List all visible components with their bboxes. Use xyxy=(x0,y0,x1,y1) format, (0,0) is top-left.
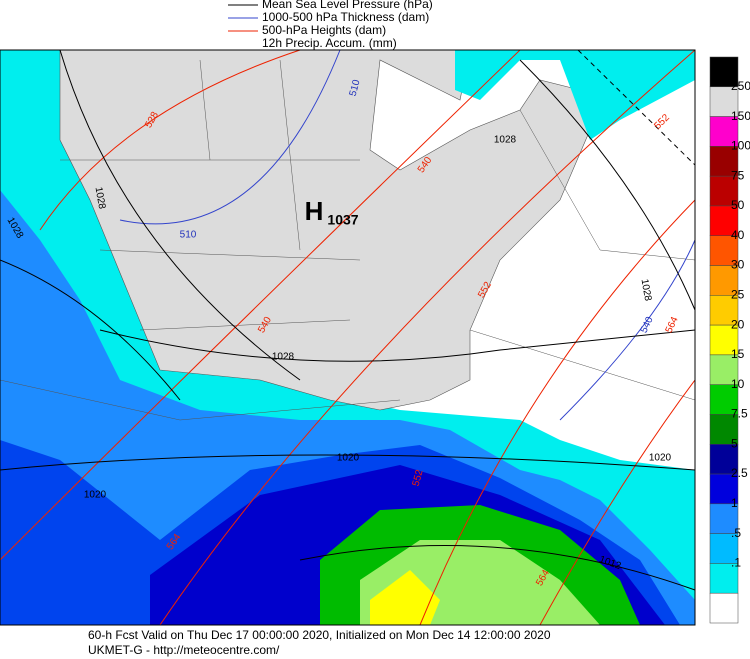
high-symbol: H xyxy=(305,196,324,226)
colorbar-label: 5 xyxy=(731,436,738,450)
colorbar-label: 150 xyxy=(731,109,750,123)
colorbar-label: 2.5 xyxy=(731,466,748,480)
legend-label: 12h Precip. Accum. (mm) xyxy=(262,36,397,50)
colorbar-swatch xyxy=(709,324,739,356)
colorbar-label: 50 xyxy=(731,198,745,212)
height-contours xyxy=(0,49,696,626)
colorbar-label: 75 xyxy=(731,168,745,182)
colorbar-swatch xyxy=(709,354,739,385)
contour-label: 1020 xyxy=(84,490,107,501)
colorbar-swatch xyxy=(709,503,739,534)
colorbar-label: 40 xyxy=(731,228,745,242)
contour-label: 1028 xyxy=(272,352,295,363)
colorbar-label: 100 xyxy=(731,139,750,153)
contour-label: 1028 xyxy=(494,135,517,146)
colorbar-swatch xyxy=(709,146,739,177)
footer-line: 60-h Fcst Valid on Thu Dec 17 00:00:00 2… xyxy=(88,628,551,642)
precip-area xyxy=(370,570,440,625)
colorbar-swatch xyxy=(709,235,739,266)
colorbar-swatch xyxy=(709,265,739,296)
colorbar-label: 7.5 xyxy=(731,407,748,421)
contour-label: 510 xyxy=(180,230,197,241)
colorbar-swatch xyxy=(709,86,739,117)
colorbar-label: 30 xyxy=(731,258,745,272)
contour-label: 1020 xyxy=(337,453,360,464)
colorbar-label: 20 xyxy=(731,317,745,331)
legend: Mean Sea Level Pressure (hPa)1000-500 hP… xyxy=(228,0,433,50)
high-value: 1037 xyxy=(327,212,358,228)
legend-label: 500-hPa Heights (dam) xyxy=(262,23,386,37)
contour-label: 1028 xyxy=(93,186,108,210)
colorbar-swatch xyxy=(709,384,739,415)
colorbar-label: .1 xyxy=(731,556,741,570)
footer-line: UKMET-G - http://meteocentre.com/ xyxy=(88,643,280,657)
land xyxy=(59,49,591,411)
colorbar-label: 25 xyxy=(731,287,745,301)
colorbar-swatch xyxy=(709,473,739,505)
colorbar-label: 10 xyxy=(731,377,745,391)
contour-label: 552 xyxy=(411,468,426,487)
colorbar-swatch xyxy=(709,592,739,624)
colorbar-swatch xyxy=(709,205,739,236)
contour-label: 1028 xyxy=(639,278,654,302)
pressure-contours xyxy=(0,49,696,591)
colorbar: 250 150 100 75 50 40 30 25 20 15 10 7.5 5 2.5 1 .5 .1 xyxy=(709,56,750,624)
colorbar-swatch xyxy=(709,295,739,326)
colorbar-label: 1 xyxy=(731,496,738,510)
contour-label: 510 xyxy=(348,78,363,97)
map: H 1037 xyxy=(0,49,696,626)
frame-line xyxy=(577,49,696,166)
colorbar-label: 250 xyxy=(731,79,750,93)
thickness-contours xyxy=(119,49,696,421)
colorbar-label: 15 xyxy=(731,347,745,361)
legend-label: Mean Sea Level Pressure (hPa) xyxy=(262,0,433,11)
borders xyxy=(0,59,696,421)
colorbar-label: .5 xyxy=(731,526,741,540)
colorbar-swatch xyxy=(709,414,739,445)
contour-label: 1020 xyxy=(649,453,672,464)
colorbar-swatch xyxy=(709,56,739,88)
map-frame xyxy=(0,49,696,626)
precip-area xyxy=(455,50,695,140)
colorbar-swatch xyxy=(709,533,739,564)
colorbar-swatch xyxy=(709,116,739,147)
legend-label: 1000-500 hPa Thickness (dam) xyxy=(262,10,429,24)
